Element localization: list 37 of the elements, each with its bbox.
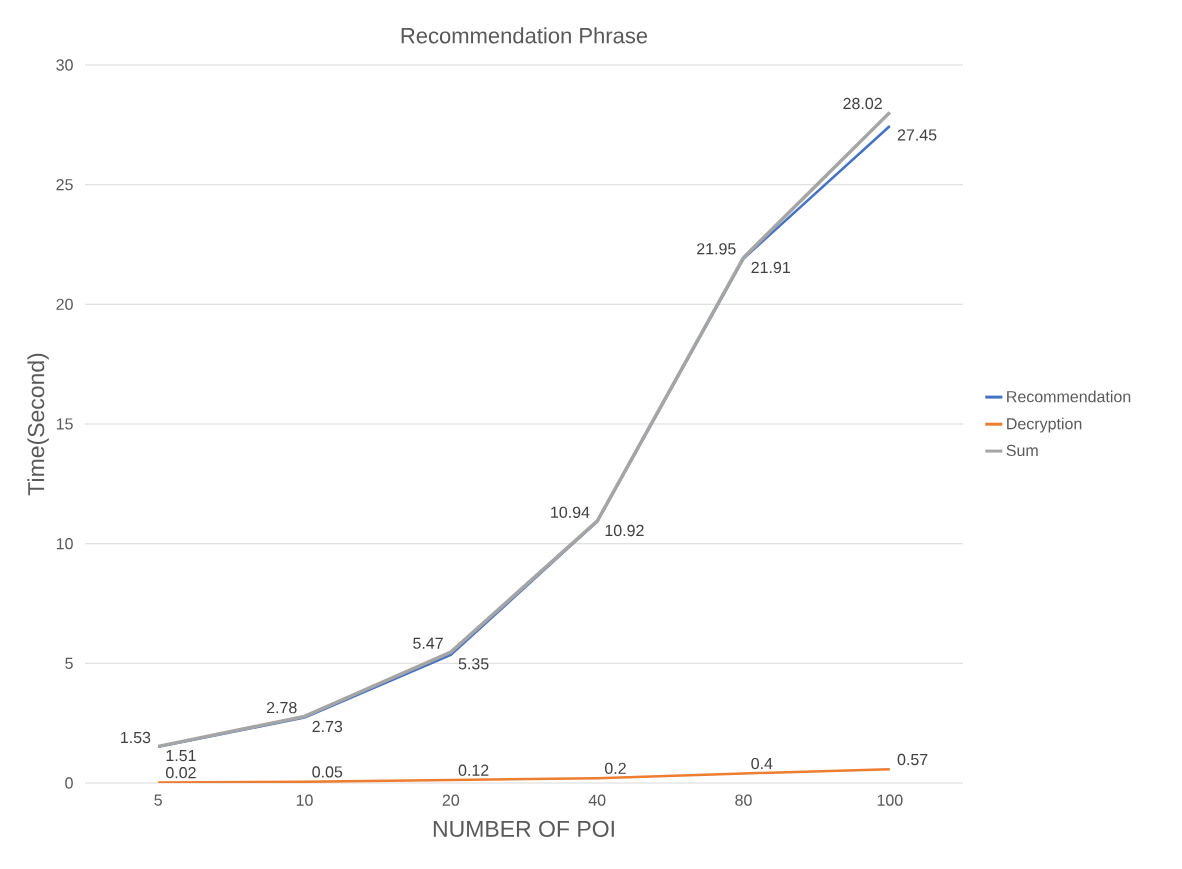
y-tick-label: 15 <box>56 418 73 430</box>
data-label: 1.53 <box>121 731 151 744</box>
data-label: 10.92 <box>605 524 644 537</box>
legend-label: Decryption <box>1007 417 1082 433</box>
data-label: 0.05 <box>312 766 343 778</box>
y-tick-label: 10 <box>56 538 73 550</box>
data-label: 5.47 <box>413 637 443 649</box>
data-label: 5.35 <box>458 658 489 670</box>
y-tick-label: 30 <box>56 59 73 71</box>
data-label: 1.51 <box>166 750 196 762</box>
data-label: 2.73 <box>312 720 343 733</box>
x-tick-label: 5 <box>154 794 162 806</box>
x-tick-label: 40 <box>588 794 606 806</box>
data-label: 0.57 <box>897 753 928 766</box>
data-label: 10.94 <box>551 506 590 518</box>
data-label: 27.45 <box>897 129 937 141</box>
y-axis-title: Time(Second) <box>27 353 49 496</box>
data-label: 0.02 <box>166 766 196 779</box>
x-tick-label: 20 <box>442 794 460 806</box>
y-tick-label: 25 <box>56 179 73 191</box>
data-label: 0.12 <box>458 764 489 776</box>
x-tick-label: 10 <box>296 794 313 806</box>
y-tick-label: 5 <box>65 657 73 669</box>
data-label: 21.95 <box>697 243 736 255</box>
legend-label: Sum <box>1006 444 1038 457</box>
legend-label: Recommendation <box>1007 390 1131 403</box>
data-label: 21.91 <box>751 261 790 274</box>
y-tick-label: 20 <box>56 298 73 310</box>
data-label: 2.78 <box>266 701 297 714</box>
data-label: 28.02 <box>843 97 882 110</box>
y-tick-label: 0 <box>65 777 73 789</box>
data-label: 0.4 <box>751 757 773 770</box>
x-tick-label: 100 <box>877 794 903 806</box>
data-label: 0.2 <box>605 762 626 774</box>
x-tick-label: 80 <box>735 794 752 806</box>
x-axis-title: NUMBER OF POI <box>433 820 614 837</box>
chart-title: Recommendation Phrase <box>401 27 648 44</box>
